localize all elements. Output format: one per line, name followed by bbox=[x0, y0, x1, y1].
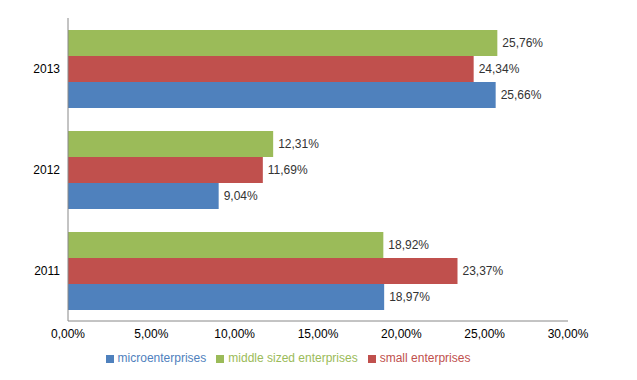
svg-text:11,69%: 11,69% bbox=[268, 163, 308, 177]
svg-text:25,66%: 25,66% bbox=[501, 88, 542, 102]
svg-text:25,00%: 25,00% bbox=[464, 327, 505, 341]
svg-text:18,92%: 18,92% bbox=[388, 238, 429, 252]
svg-text:24,34%: 24,34% bbox=[479, 62, 520, 76]
svg-text:18,97%: 18,97% bbox=[389, 290, 430, 304]
svg-text:15,00%: 15,00% bbox=[298, 327, 339, 341]
svg-text:9,04%: 9,04% bbox=[224, 189, 258, 203]
svg-text:5,00%: 5,00% bbox=[134, 327, 168, 341]
svg-text:23,37%: 23,37% bbox=[463, 264, 504, 278]
html-text:middle sized enterprises: middle sized enterprises bbox=[228, 351, 358, 365]
svg-text:12,31%: 12,31% bbox=[278, 137, 319, 151]
svg-text:2011: 2011 bbox=[34, 264, 60, 278]
svg-text:2012: 2012 bbox=[33, 163, 60, 177]
svg-text:10,00%: 10,00% bbox=[214, 327, 255, 341]
svg-text:2013: 2013 bbox=[33, 62, 60, 76]
html-text:microenterprises: microenterprises bbox=[117, 351, 207, 365]
svg-text:25,76%: 25,76% bbox=[502, 36, 543, 50]
html-text:small enterprises: small enterprises bbox=[379, 351, 471, 365]
svg-text:30,00%: 30,00% bbox=[548, 327, 589, 341]
svg-text:20,00%: 20,00% bbox=[381, 327, 422, 341]
svg-text:0,00%: 0,00% bbox=[51, 327, 85, 341]
